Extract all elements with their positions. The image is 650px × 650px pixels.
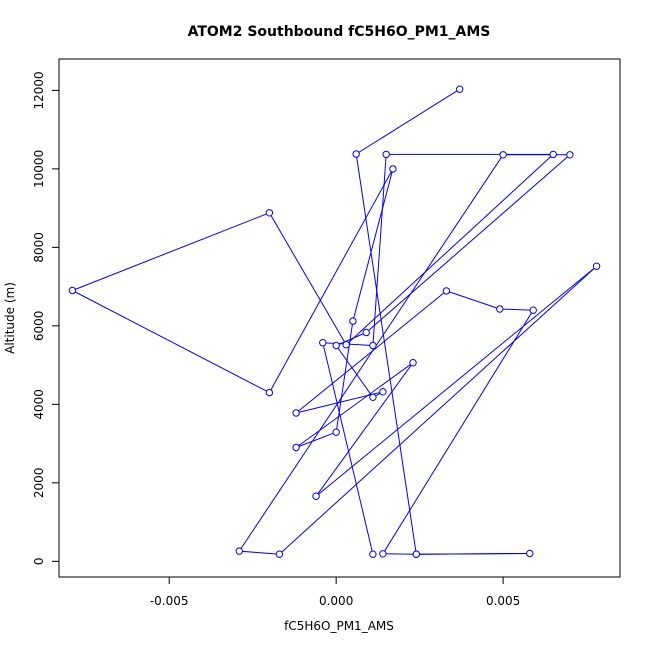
data-point xyxy=(349,317,357,325)
data-point xyxy=(529,306,537,314)
data-point xyxy=(292,409,300,417)
y-tick-label: 0 xyxy=(32,557,46,565)
y-tick-label: 8000 xyxy=(32,232,46,263)
data-point xyxy=(352,150,360,158)
series-segment xyxy=(355,88,460,155)
data-point xyxy=(499,151,507,159)
data-point xyxy=(456,85,464,93)
data-point xyxy=(369,550,377,558)
data-point xyxy=(382,150,390,159)
x-tick-label: -0.005 xyxy=(150,594,189,608)
data-point xyxy=(369,393,377,401)
data-point xyxy=(592,262,601,270)
y-tick-label: 6000 xyxy=(32,311,46,342)
data-point xyxy=(379,388,387,396)
data-point xyxy=(379,550,387,558)
data-point xyxy=(275,550,284,558)
data-point xyxy=(319,339,327,347)
series-segment xyxy=(268,168,394,393)
series-segment xyxy=(295,431,337,448)
y-axis: 0 2000 4000 6000 8000 10000 12000 xyxy=(32,71,60,565)
series-segment xyxy=(416,553,530,555)
data-point xyxy=(389,165,397,173)
series-segment xyxy=(352,168,394,322)
y-axis-label: Altitude (m) xyxy=(3,282,17,354)
series-segment xyxy=(382,309,534,555)
y-tick-label: 4000 xyxy=(32,389,46,420)
series-segment xyxy=(279,265,597,555)
series-segment xyxy=(345,154,554,346)
data-point xyxy=(412,550,420,558)
data-point xyxy=(566,151,574,159)
data-point xyxy=(342,341,350,349)
data-point xyxy=(332,341,340,350)
series-segment xyxy=(72,212,270,291)
x-axis-label: fC5H6O_PM1_AMS xyxy=(284,619,394,633)
data-point xyxy=(235,547,244,555)
series-segment xyxy=(335,321,354,433)
data-point xyxy=(292,443,300,452)
series-segment xyxy=(295,362,414,448)
data-series xyxy=(68,85,601,558)
series-segment xyxy=(315,362,414,497)
series-segment xyxy=(239,550,280,555)
series-segment xyxy=(372,154,387,346)
x-tick-label: 0.000 xyxy=(319,594,353,608)
data-point xyxy=(68,286,77,295)
y-tick-label: 12000 xyxy=(32,71,46,109)
data-point xyxy=(369,341,377,350)
series-segment xyxy=(268,212,347,345)
data-point xyxy=(362,328,370,337)
series-segment xyxy=(365,154,571,333)
data-point xyxy=(409,359,417,367)
y-tick-label: 2000 xyxy=(32,468,46,499)
data-point xyxy=(332,428,340,436)
data-point xyxy=(526,549,534,558)
series-segment xyxy=(295,290,447,414)
series-segment xyxy=(72,290,270,394)
x-tick-label: 0.005 xyxy=(486,594,520,608)
series-segment xyxy=(315,265,597,497)
data-point xyxy=(312,492,320,500)
data-point xyxy=(496,305,504,313)
series-segment xyxy=(499,308,534,311)
data-point xyxy=(265,388,274,397)
data-point xyxy=(549,150,557,159)
series-segment xyxy=(322,342,374,555)
series-segment xyxy=(238,154,504,552)
data-point xyxy=(265,209,274,217)
chart-title: ATOM2 Southbound fC5H6O_PM1_AMS xyxy=(188,24,491,40)
series-segment xyxy=(446,290,500,310)
data-point xyxy=(442,287,451,295)
x-axis: -0.005 0.000 0.005 xyxy=(150,576,520,608)
series-segment xyxy=(335,345,374,398)
y-tick-label: 10000 xyxy=(32,150,46,188)
series-segment xyxy=(355,153,417,555)
